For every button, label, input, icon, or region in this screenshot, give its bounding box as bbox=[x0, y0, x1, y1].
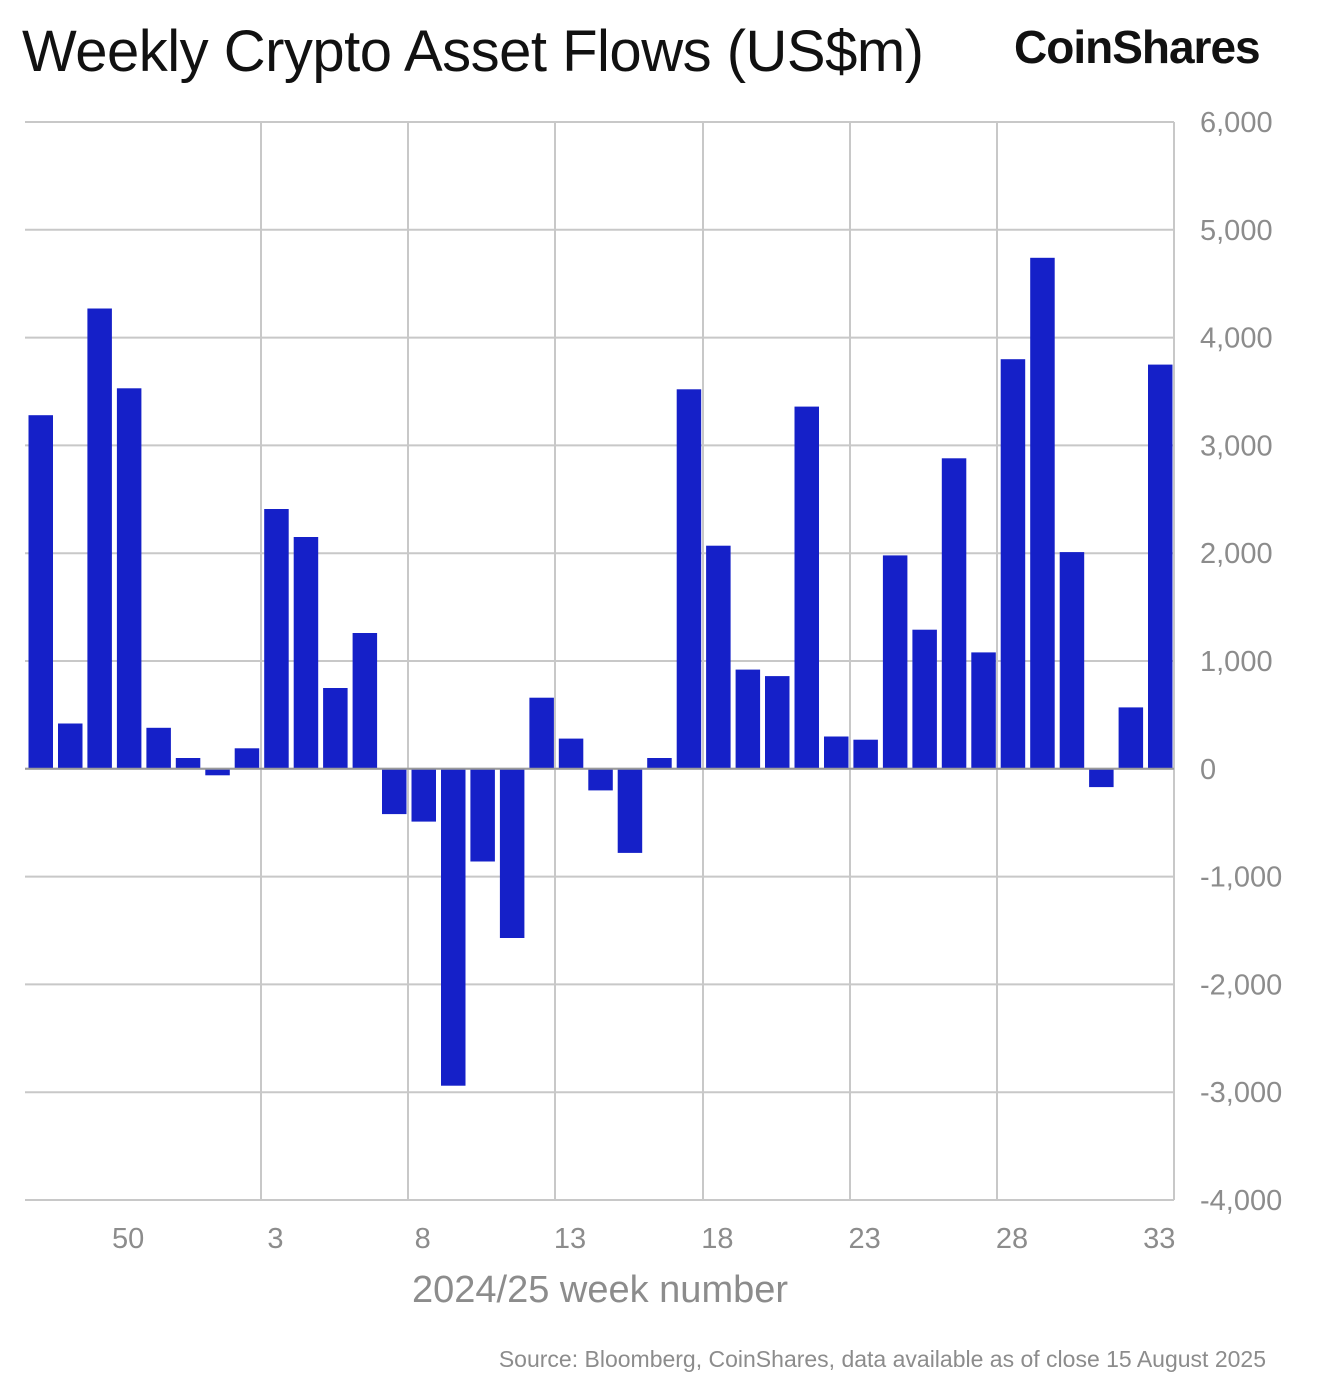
bar-week-51 bbox=[146, 727, 171, 769]
bar-week-33 bbox=[1148, 364, 1173, 769]
bar-week-48 bbox=[58, 723, 83, 769]
bar-week-19 bbox=[735, 669, 761, 769]
bar-week-25 bbox=[912, 629, 937, 769]
x-tick-label: 33 bbox=[1143, 1223, 1175, 1255]
bar-week-24 bbox=[882, 555, 908, 769]
bar-week-27 bbox=[971, 652, 996, 769]
y-tick-label: 3,000 bbox=[1200, 430, 1273, 462]
bar-week-12 bbox=[529, 697, 554, 769]
bar-week-18 bbox=[706, 545, 731, 769]
y-tick-label: -2,000 bbox=[1200, 969, 1282, 1001]
bar-week-50 bbox=[116, 388, 142, 769]
axis-labels: -4,000 -3,000 -2,000 -1,000 0 1,000 2,000 3,000… bbox=[112, 107, 1282, 1311]
bar-week-52 bbox=[175, 758, 201, 769]
y-tick-label: 6,000 bbox=[1200, 107, 1273, 139]
y-tick-label: -4,000 bbox=[1200, 1185, 1282, 1217]
bar-week-1 bbox=[205, 768, 230, 776]
bar-week-8 bbox=[411, 768, 436, 822]
bar-week-22 bbox=[824, 736, 849, 769]
bar-week-9 bbox=[441, 768, 466, 1086]
bar-week-6 bbox=[352, 633, 378, 769]
y-tick-label: -3,000 bbox=[1200, 1077, 1282, 1109]
bar-week-4 bbox=[293, 537, 319, 769]
bar-week-31 bbox=[1089, 768, 1114, 788]
x-tick-label: 23 bbox=[849, 1223, 881, 1255]
x-tick-label: 28 bbox=[996, 1223, 1028, 1255]
bar-week-14 bbox=[588, 768, 613, 791]
bar-week-28 bbox=[1000, 359, 1026, 769]
y-tick-label: 5,000 bbox=[1200, 215, 1273, 247]
x-tick-label: 18 bbox=[701, 1223, 733, 1255]
bar-week-15 bbox=[617, 768, 643, 853]
x-tick-label: 8 bbox=[415, 1223, 431, 1255]
bar-week-7 bbox=[382, 768, 407, 815]
bar-week-16 bbox=[647, 758, 672, 769]
x-axis-title: 2024/25 week number bbox=[412, 1269, 788, 1311]
y-tick-label: 4,000 bbox=[1200, 323, 1273, 355]
bar-week-29 bbox=[1030, 257, 1055, 769]
bars bbox=[25, 257, 1174, 1086]
bar-week-26 bbox=[941, 458, 967, 769]
bar-week-13 bbox=[558, 738, 584, 769]
bar-week-30 bbox=[1059, 552, 1085, 769]
bar-week-3 bbox=[264, 509, 289, 769]
bar-week-32 bbox=[1118, 707, 1144, 769]
bar-week-49 bbox=[87, 308, 112, 769]
bar-week-23 bbox=[853, 739, 878, 769]
bar-week-11 bbox=[499, 768, 525, 938]
x-tick-label: 3 bbox=[267, 1223, 283, 1255]
bar-week-5 bbox=[323, 688, 348, 769]
chart-title: Weekly Crypto Asset Flows (US$m) bbox=[22, 19, 924, 84]
x-tick-label: 50 bbox=[112, 1223, 144, 1255]
source-note: Source: Bloomberg, CoinShares, data avai… bbox=[498, 1346, 1266, 1372]
bar-week-2 bbox=[234, 748, 260, 769]
y-tick-label: 1,000 bbox=[1200, 646, 1273, 678]
y-tick-label: 2,000 bbox=[1200, 538, 1273, 570]
y-tick-label: -1,000 bbox=[1200, 862, 1282, 894]
bar-week-21 bbox=[794, 406, 819, 769]
y-tick-label: 0 bbox=[1200, 754, 1216, 786]
coinshares-logo: CoinShares bbox=[1014, 21, 1261, 73]
bar-week-20 bbox=[765, 676, 790, 769]
x-tick-label: 13 bbox=[554, 1223, 586, 1255]
bar-week-17 bbox=[676, 389, 702, 769]
bar-week-10 bbox=[470, 768, 495, 862]
bar-week-47 bbox=[28, 415, 53, 769]
